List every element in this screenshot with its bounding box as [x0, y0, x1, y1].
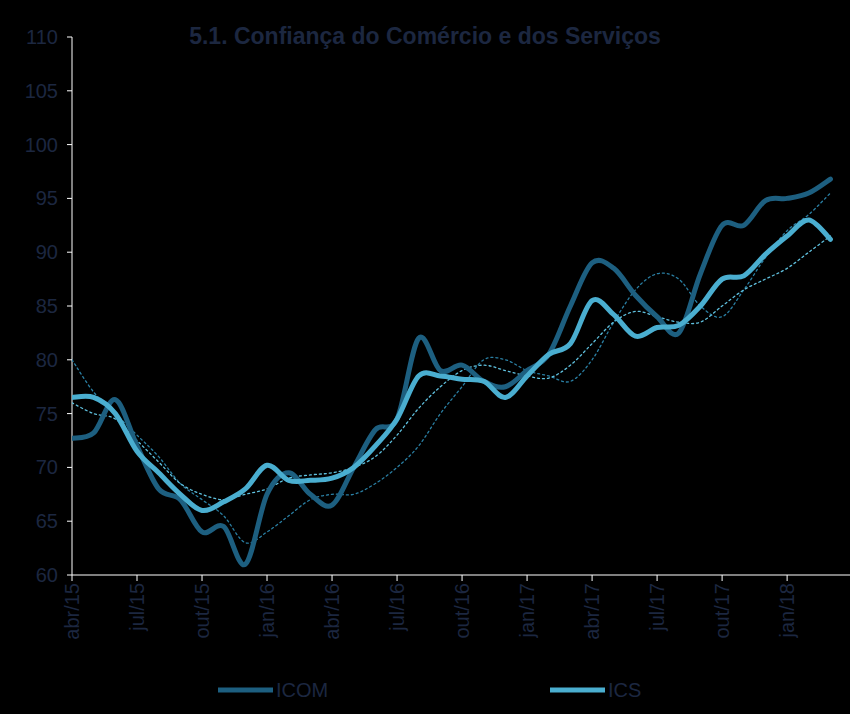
x-tick	[202, 575, 203, 581]
y-tick	[67, 306, 72, 307]
x-tick	[722, 575, 723, 581]
x-tick-label: jul/15	[126, 583, 148, 632]
x-tick-label: out/17	[711, 583, 733, 639]
x-tick-label: jul/16	[386, 583, 408, 632]
x-tick-label: jan/18	[776, 583, 798, 639]
y-tick-label: 110	[26, 26, 58, 48]
y-tick	[67, 521, 72, 522]
plot-area	[72, 179, 830, 565]
x-tick	[332, 575, 333, 581]
y-tick	[67, 359, 72, 360]
x-tick	[787, 575, 788, 581]
legend-label: ICS	[608, 679, 641, 701]
x-tick-label: out/16	[451, 583, 473, 639]
x-tick-label: abr/16	[321, 583, 343, 640]
x-tick-label: out/15	[191, 583, 213, 639]
x-tick	[527, 575, 528, 581]
y-tick	[67, 37, 72, 38]
legend-label: ICOM	[276, 679, 328, 701]
x-tick	[72, 575, 73, 581]
x-tick-label: jul/17	[646, 583, 668, 632]
x-tick	[267, 575, 268, 581]
x-axis	[72, 575, 850, 576]
y-tick-label: 100	[25, 134, 58, 156]
y-tick-label: 95	[36, 187, 58, 209]
title: 5.1. Confiança do Comércio e dos Serviço…	[189, 23, 661, 49]
legend-swatch	[218, 688, 273, 693]
x-tick-label: jan/17	[516, 583, 538, 639]
x-tick	[462, 575, 463, 581]
chart: 5.1. Confiança do Comércio e dos Serviço…	[0, 0, 850, 714]
x-tick-label: jan/16	[256, 583, 278, 639]
x-tick	[137, 575, 138, 581]
y-tick-label: 90	[36, 241, 58, 263]
y-tick	[67, 575, 72, 576]
y-axis	[72, 37, 73, 575]
y-tick	[67, 90, 72, 91]
background	[0, 0, 850, 714]
x-tick	[657, 575, 658, 581]
y-tick	[67, 413, 72, 414]
y-tick	[67, 144, 72, 145]
y-tick-label: 70	[36, 456, 58, 478]
y-tick-label: 80	[36, 349, 58, 371]
y-tick	[67, 252, 72, 253]
x-tick-label: abr/17	[581, 583, 603, 640]
series-line	[72, 220, 830, 511]
y-tick-label: 85	[36, 295, 58, 317]
x-tick	[592, 575, 593, 581]
y-tick	[67, 198, 72, 199]
legend-swatch	[550, 688, 605, 693]
y-tick-label: 65	[36, 510, 58, 532]
x-tick-label: abr/15	[61, 583, 83, 640]
y-tick-label: 105	[25, 80, 58, 102]
series-line	[72, 179, 830, 565]
y-tick-label: 60	[36, 564, 58, 586]
y-tick	[67, 467, 72, 468]
x-tick	[397, 575, 398, 581]
y-tick-label: 75	[36, 403, 58, 425]
